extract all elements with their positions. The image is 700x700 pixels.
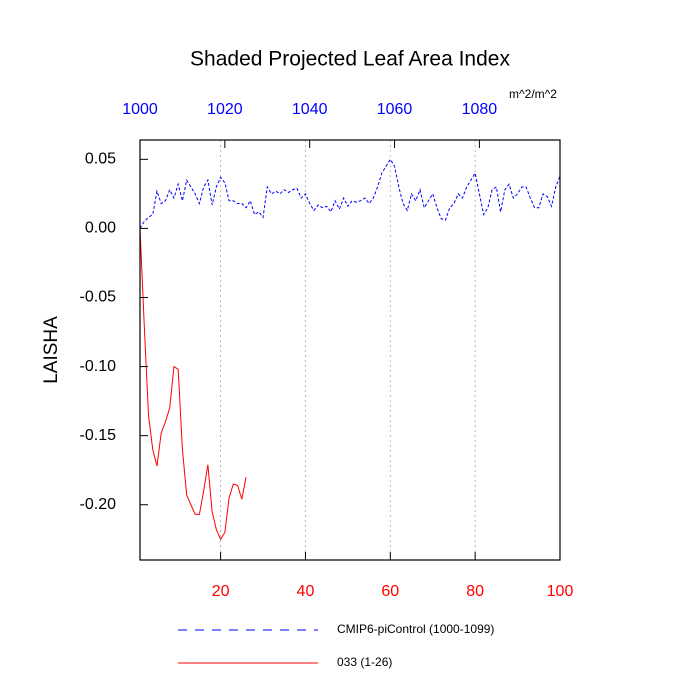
x-tick-label: 20 (212, 583, 230, 600)
y-tick-label: -0.15 (80, 427, 117, 444)
y-axis-label: LAISHA (41, 316, 62, 384)
x2-tick-label: 1080 (462, 101, 498, 118)
y-tick-label: 0.00 (85, 220, 116, 237)
x-tick-label: 80 (466, 583, 484, 600)
series-line (139, 228, 247, 541)
x-tick-label: 60 (381, 583, 399, 600)
y-tick-label: -0.05 (80, 289, 117, 306)
units-label: m^2/m^2 (509, 87, 557, 101)
x2-tick-label: 1020 (207, 101, 243, 118)
x2-tick-label: 1060 (377, 101, 413, 118)
y-tick-label: -0.10 (80, 358, 117, 375)
plot-frame (139, 139, 561, 561)
y-tick-label: -0.20 (80, 496, 117, 513)
plot-area (139, 140, 561, 560)
legend-label: CMIP6-piControl (1000-1099) (337, 622, 494, 636)
x-tick-label: 40 (297, 583, 315, 600)
chart-title: Shaded Projected Leaf Area Index (190, 48, 510, 71)
legend-label: 033 (1-26) (337, 655, 392, 669)
x-tick-label: 100 (547, 583, 574, 600)
x2-tick-label: 1000 (122, 101, 158, 118)
y-tick-label: 0.05 (85, 151, 116, 168)
x2-tick-label: 1040 (292, 101, 328, 118)
series-line (139, 158, 561, 229)
